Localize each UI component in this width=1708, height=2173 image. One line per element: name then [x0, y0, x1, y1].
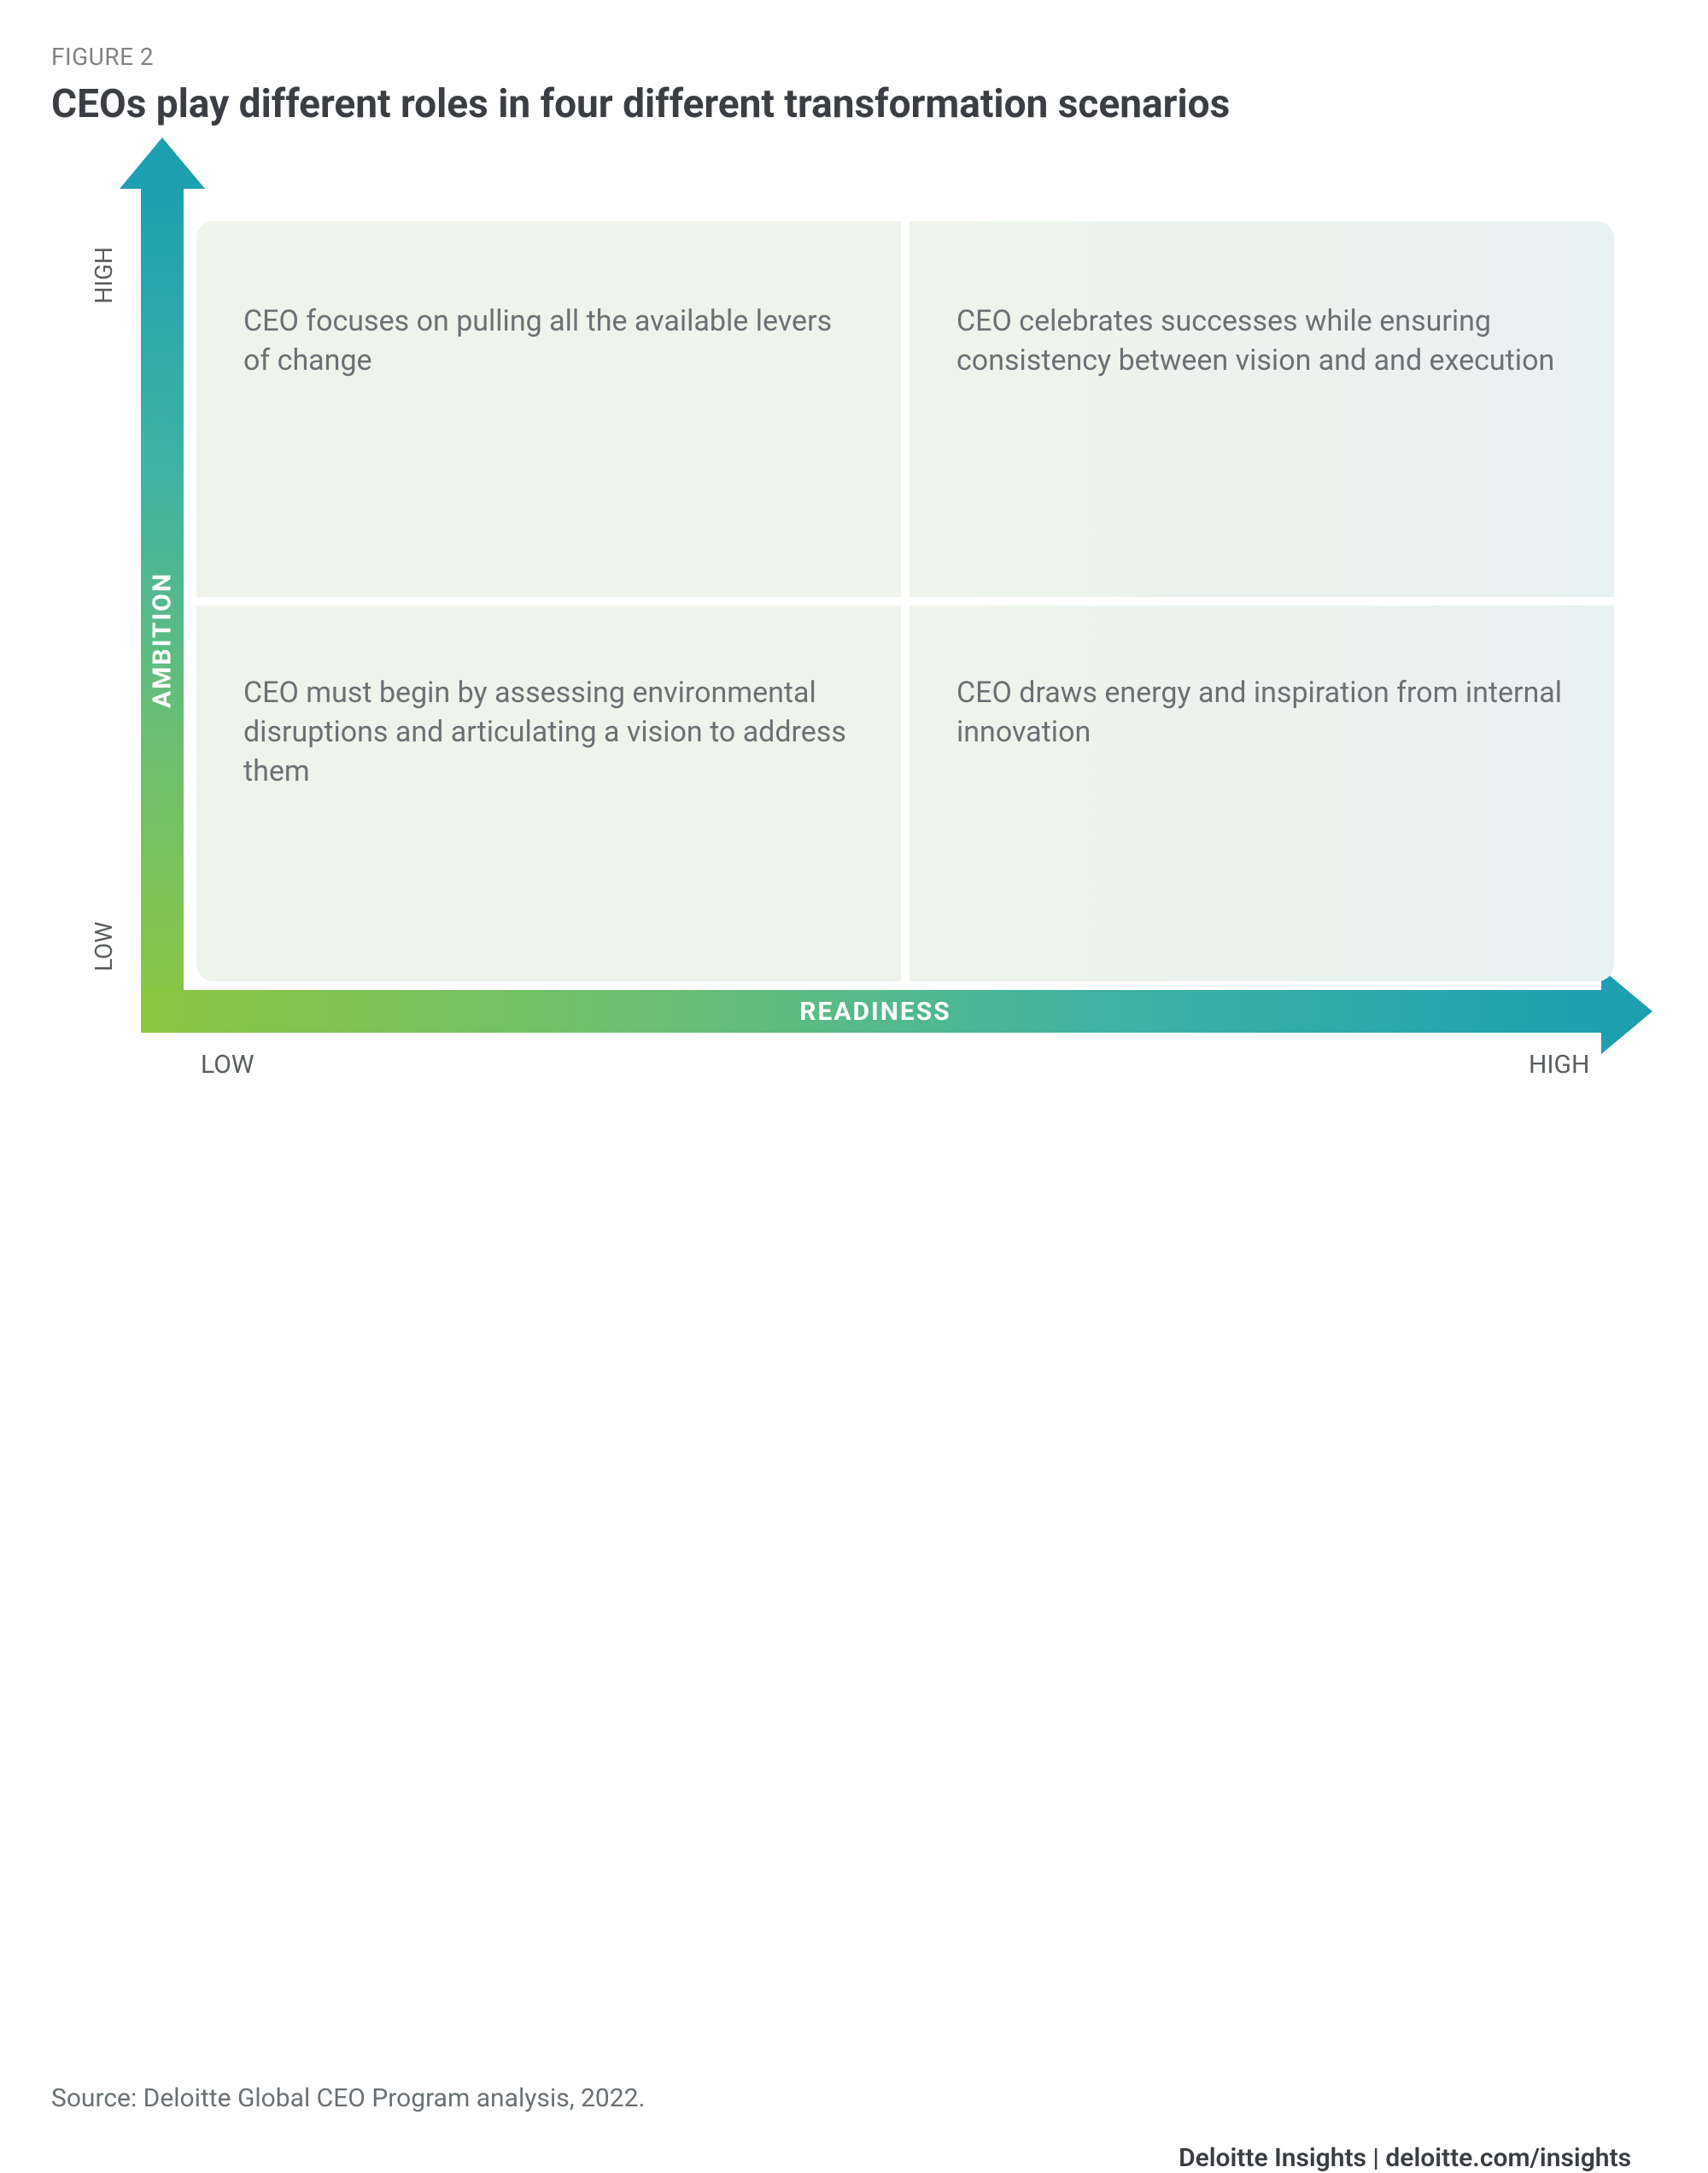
y-axis-high-label: HIGH [90, 247, 118, 304]
quadrant-diagram: AMBITION HIGH LOW READINESS LOW HIGH CEO… [51, 179, 1631, 1118]
brand-attribution: Deloitte Insights | deloitte.com/insight… [1179, 2143, 1631, 2173]
x-axis-low-label: LOW [201, 1050, 254, 1080]
quadrant-bottom-right: CEO draws energy and inspiration from in… [910, 606, 1614, 981]
y-axis-low-label: LOW [90, 922, 118, 971]
quadrant-grid: CEO focuses on pulling all the available… [196, 221, 1614, 981]
quadrant-top-left: CEO focuses on pulling all the available… [196, 221, 901, 597]
quadrant-top-right: CEO celebrates successes while ensuring … [910, 221, 1614, 597]
x-axis-high-label: HIGH [1529, 1050, 1589, 1080]
figure-label: FIGURE 2 [51, 43, 1657, 71]
y-axis-label: AMBITION [141, 554, 184, 725]
x-axis-label: READINESS [141, 990, 1610, 1033]
source-citation: Source: Deloitte Global CEO Program anal… [51, 2083, 645, 2113]
page-title: CEOs play different roles in four differ… [51, 81, 1657, 127]
quadrant-bottom-left: CEO must begin by assessing environmenta… [196, 606, 901, 981]
